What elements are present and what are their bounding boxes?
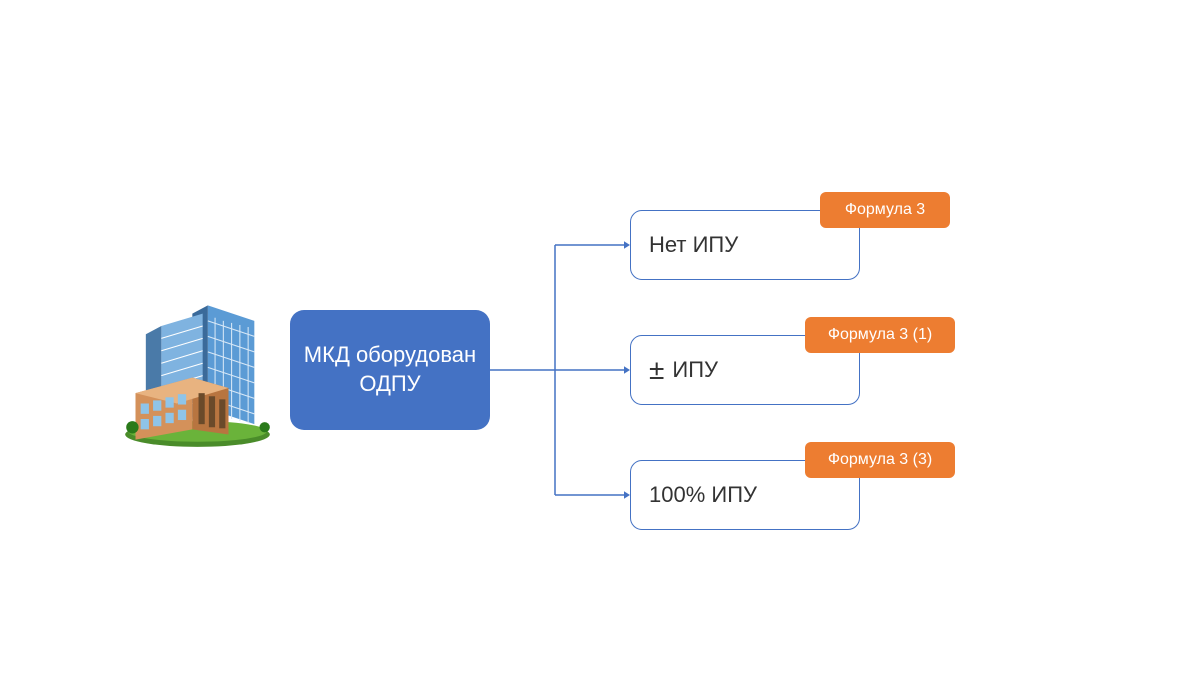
- plus-minus-icon: ±: [649, 354, 664, 386]
- formula-tag-1: Формула 3 (1): [805, 317, 955, 353]
- branch-label: Нет ИПУ: [649, 232, 738, 258]
- root-node: МКД оборудован ОДПУ: [290, 310, 490, 430]
- branch-label: ИПУ: [672, 357, 718, 383]
- root-node-text: МКД оборудован ОДПУ: [290, 341, 490, 398]
- buildings-icon: [120, 295, 275, 450]
- formula-label: Формула 3: [845, 201, 925, 219]
- formula-label: Формула 3 (1): [828, 326, 932, 344]
- formula-label: Формула 3 (3): [828, 451, 932, 469]
- branch-label: 100% ИПУ: [649, 482, 757, 508]
- flowchart-diagram: МКД оборудован ОДПУ Нет ИПУ Формула 3 ± ИПУ…: [0, 0, 1200, 675]
- formula-tag-0: Формула 3: [820, 192, 950, 228]
- formula-tag-2: Формула 3 (3): [805, 442, 955, 478]
